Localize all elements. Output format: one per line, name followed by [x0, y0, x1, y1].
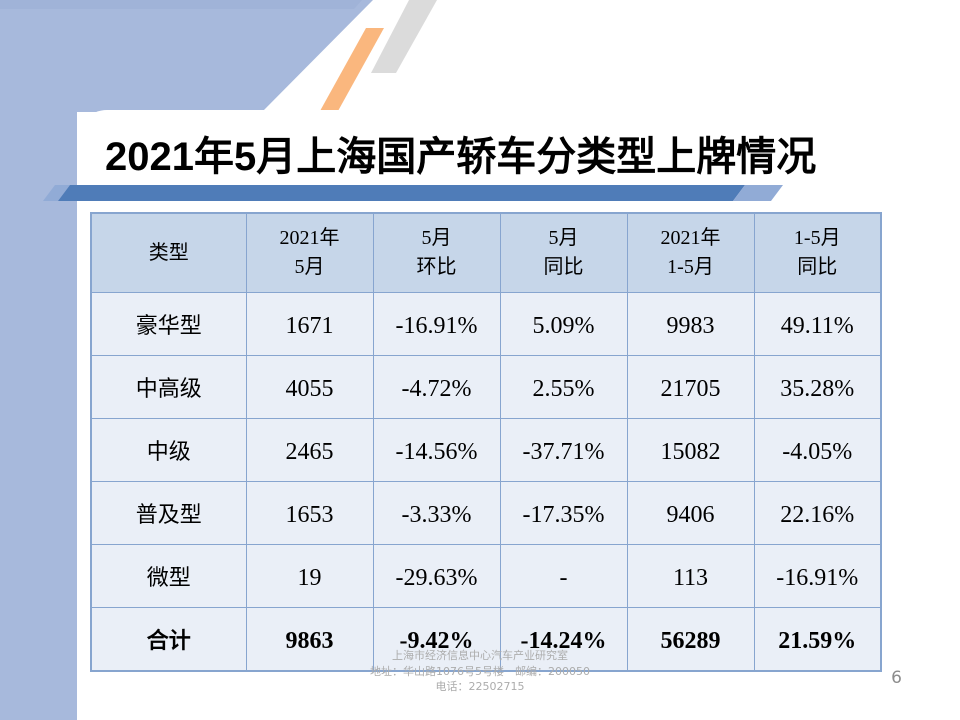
value-cell: -14.56% [372, 418, 501, 482]
value-cell: -4.05% [753, 418, 882, 482]
column-header: 2021年 1-5月 [626, 212, 755, 293]
slide-title: 2021年5月上海国产轿车分类型上牌情况 [105, 135, 817, 179]
value-cell: 21.59% [753, 607, 882, 672]
table-row: 微型 19 -29.63% -113 -16.91% [90, 544, 882, 608]
footer: 上海市经济信息中心汽车产业研究室 地址：华山路1076号5号楼 邮编：20005… [0, 648, 960, 695]
value-cell: -9.42% [372, 607, 501, 672]
value-cell: 1653 [245, 481, 374, 545]
column-header: 2021年 5月 [245, 212, 374, 293]
value-cell: 9406 [626, 481, 755, 545]
value-cell: -3.33% [372, 481, 501, 545]
top-left-decoration [0, 0, 373, 112]
footer-line-org: 上海市经济信息中心汽车产业研究室 [392, 649, 568, 662]
value-cell: 15082 [626, 418, 755, 482]
row-label-cell: 中级 [90, 418, 247, 482]
row-label-cell: 中高级 [90, 355, 247, 419]
value-cell: 35.28% [753, 355, 882, 419]
column-header: 5月 同比 [499, 212, 628, 293]
value-cell: 4055 [245, 355, 374, 419]
footer-line-phone: 电话：22502715 [435, 680, 525, 693]
value-cell: -37.71% [499, 418, 628, 482]
row-label-cell: 微型 [90, 544, 247, 608]
value-cell: -16.91% [753, 544, 882, 608]
registration-table: 类型 2021年 5月 5月 环比 5月 同比 2021年 1-5月 1-5月 同比 豪华型 1671-… [90, 212, 882, 672]
table-row: 豪华型 1671 -16.91% 5.09% 9983 49.11% [90, 292, 882, 356]
title-underline-decoration [43, 185, 783, 201]
content-card: 2021年5月上海国产轿车分类型上牌情况 类型 2021年 5月 5月 环比 5月 同比 20… [43, 110, 960, 720]
table-row: 中高级 4055 -4.72% 2.55% 21705 35.28% [90, 355, 882, 419]
row-label-cell: 普及型 [90, 481, 247, 545]
value-cell: -17.35% [499, 481, 628, 545]
value-cell: 21705 [626, 355, 755, 419]
value-cell: -4.72% [372, 355, 501, 419]
table-row: 中级 2465 -14.56% -37.71% 15082 -4.05% [90, 418, 882, 482]
value-cell: 56289 [626, 607, 755, 672]
gray-stripe-decoration [371, 0, 437, 73]
value-cell: 9863 [245, 607, 374, 672]
value-cell: 19 [245, 544, 374, 608]
value-cell: 113 [626, 544, 755, 608]
value-cell: 2465 [245, 418, 374, 482]
column-header: 1-5月 同比 [753, 212, 882, 293]
table-row: 合计 9863 -9.42% -14.24% 56289 21.59% [90, 607, 882, 672]
value-cell: -16.91% [372, 292, 501, 356]
value-cell: 22.16% [753, 481, 882, 545]
value-cell: 2.55% [499, 355, 628, 419]
value-cell: 9983 [626, 292, 755, 356]
table-header-row: 类型 2021年 5月 5月 环比 5月 同比 2021年 1-5月 1-5月 同比 [90, 212, 882, 293]
row-label-cell: 合计 [90, 607, 247, 672]
row-label-cell: 豪华型 [90, 292, 247, 356]
value-cell: -14.24% [499, 607, 628, 672]
value-cell: 1671 [245, 292, 374, 356]
value-cell: - [499, 544, 628, 608]
page-number: 6 [891, 668, 902, 688]
table-row: 普及型 1653 -3.33% -17.35% 9406 22.16% [90, 481, 882, 545]
column-header: 5月 环比 [372, 212, 501, 293]
value-cell: -29.63% [372, 544, 501, 608]
footer-line-address: 地址：华山路1076号5号楼 邮编：200050 [370, 664, 590, 678]
left-band-decoration [0, 0, 77, 720]
value-cell: 49.11% [753, 292, 882, 356]
top-strip-decoration [0, 0, 362, 9]
column-header: 类型 [90, 212, 247, 293]
value-cell: 5.09% [499, 292, 628, 356]
